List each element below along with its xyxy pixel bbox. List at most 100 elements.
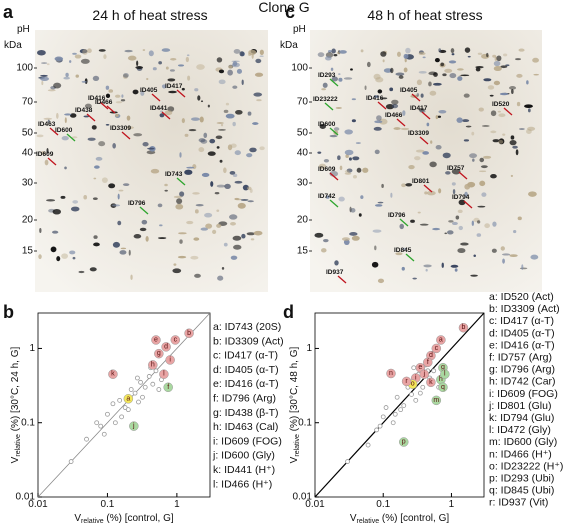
spot-label: ID609 — [318, 166, 336, 173]
spot-arrow — [329, 78, 339, 87]
gel-spot — [390, 192, 393, 198]
legend-entry: m: ID600 (Gly) — [489, 436, 557, 448]
gel-spot — [72, 200, 79, 204]
gel-spot — [373, 126, 382, 131]
gel-spot — [38, 254, 42, 260]
gel-spot — [481, 125, 490, 127]
gel-spot — [255, 58, 262, 64]
gel-spot — [516, 73, 523, 78]
gel-spot — [373, 95, 380, 98]
gel-spot — [103, 54, 107, 60]
gel-spot — [430, 140, 433, 144]
spot-label: ID3309 — [408, 130, 429, 137]
gel-spot — [526, 80, 529, 85]
mw-label: 20 — [297, 215, 309, 226]
gel-spot — [442, 152, 451, 159]
gel-spot — [227, 144, 233, 151]
gel-spot — [216, 122, 224, 124]
gel-spot — [147, 147, 155, 150]
gel-spot — [201, 172, 210, 178]
gel-spot — [458, 199, 466, 206]
gel-spot — [235, 109, 243, 115]
gel-spot — [115, 101, 123, 104]
labeled-point — [165, 355, 175, 365]
point — [411, 365, 417, 371]
gel-spot — [321, 88, 326, 91]
gel-spot — [72, 52, 77, 55]
gel-spot — [321, 248, 327, 253]
gel-spot — [247, 111, 252, 116]
gel-spot — [456, 117, 463, 123]
gel-spot — [43, 117, 53, 120]
gel-spot — [122, 183, 130, 187]
point-label: l — [444, 371, 446, 378]
gel-spot — [484, 223, 490, 229]
point-label: g — [157, 350, 161, 357]
diagonal — [37, 312, 211, 498]
gel-spot — [382, 59, 385, 63]
spot-label: ID417 — [410, 105, 428, 112]
gel-spot — [186, 54, 190, 57]
gel-spot — [457, 68, 464, 71]
spot-arrow — [396, 118, 406, 127]
gel-spot — [230, 221, 236, 226]
gel-spot — [209, 138, 216, 144]
gel-spot — [451, 168, 461, 175]
gel-spot — [395, 252, 403, 256]
y-tick-label: 1 — [29, 343, 35, 354]
gel-spot — [118, 189, 124, 192]
labeled-point — [440, 369, 450, 379]
gel-spot — [509, 139, 517, 146]
gel-spot — [356, 167, 362, 173]
gel-spot — [229, 214, 238, 220]
gel-spot — [518, 48, 525, 52]
gel-spot — [528, 191, 537, 197]
point — [140, 394, 145, 400]
gel-spot — [92, 75, 100, 81]
gel-spot — [259, 55, 264, 58]
gel-spot — [337, 155, 341, 161]
gel-spot — [236, 68, 243, 74]
gel-spot — [349, 232, 358, 236]
legend-entry: o: ID23222 (H⁺) — [489, 460, 563, 472]
gel-spot — [176, 198, 183, 205]
legend-entry: b: ID3309 (Act) — [213, 335, 284, 347]
gel-spot — [465, 125, 472, 128]
gel-spot — [498, 139, 504, 144]
gel-spot — [533, 73, 539, 76]
gel-spot — [114, 94, 121, 98]
gel-spot — [516, 101, 521, 107]
label-main: V — [74, 513, 81, 524]
gel-spot — [219, 159, 223, 163]
point — [377, 423, 383, 429]
gel-spot — [463, 139, 470, 142]
legend-entry: d: ID405 (α-T) — [213, 364, 279, 376]
labeled-point — [170, 335, 181, 345]
gel-spot — [333, 53, 338, 57]
gel-spot — [47, 89, 56, 92]
point — [142, 384, 148, 390]
gel-spot — [210, 181, 214, 187]
gel-spot — [207, 104, 210, 108]
gel-spot — [437, 115, 442, 118]
gel-spot — [87, 48, 92, 54]
plot-frame — [314, 312, 485, 498]
gel-spot — [204, 212, 213, 218]
gel-spot — [121, 94, 124, 98]
gel-spot — [216, 57, 223, 63]
labeled-point — [399, 437, 409, 447]
gel-spot — [126, 126, 134, 130]
gel-spot — [157, 237, 167, 239]
gel-spot — [254, 72, 264, 77]
gel-spot — [331, 76, 338, 82]
gel-spot — [179, 239, 183, 244]
gel-spot — [451, 182, 456, 186]
mw-label: 70 — [297, 97, 309, 108]
point — [110, 401, 116, 407]
gel-spot — [510, 135, 515, 140]
gel-spot — [490, 174, 497, 179]
gel-spot — [475, 67, 481, 72]
gel-spot — [98, 49, 106, 52]
gel-spot — [218, 69, 225, 74]
